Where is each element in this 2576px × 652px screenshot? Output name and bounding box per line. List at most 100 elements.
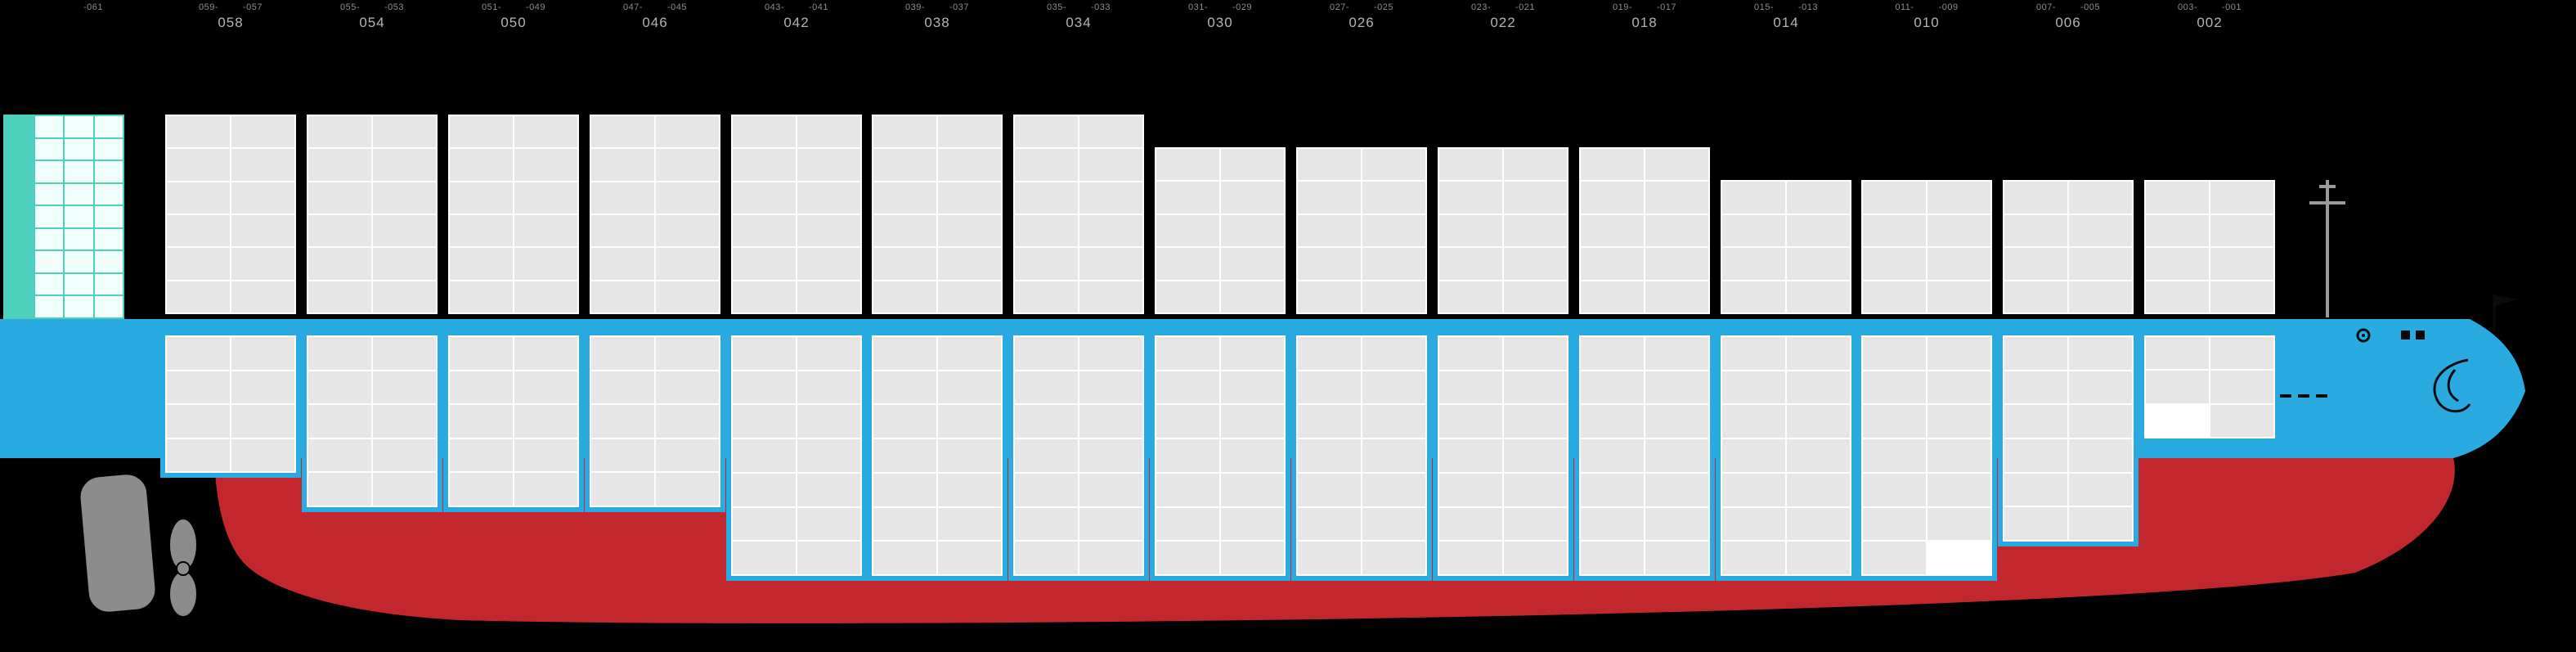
bay-number: 026 — [1349, 15, 1375, 30]
casing-cell — [65, 206, 93, 227]
container-cell — [1298, 405, 1361, 438]
above-deck-stack-038[interactable] — [872, 115, 1003, 314]
above-deck-stack-002[interactable] — [2144, 180, 2275, 314]
container-cell — [1504, 473, 1567, 506]
container-cell — [1079, 337, 1142, 370]
above-deck-stack-054[interactable] — [307, 115, 438, 314]
container-cell — [1015, 214, 1078, 247]
container-cell — [167, 182, 230, 214]
container-cell — [2146, 404, 2209, 437]
container-cell — [1787, 473, 1850, 506]
casing-cell — [34, 251, 63, 272]
propeller-blade-lower — [168, 570, 198, 618]
container-cell — [1504, 214, 1567, 247]
above-deck-stack-034[interactable] — [1013, 115, 1144, 314]
container-cell — [733, 149, 796, 181]
container-cell — [1156, 149, 1219, 181]
container-cell — [167, 337, 230, 370]
container-cell — [2146, 281, 2209, 313]
container-cell — [1645, 439, 1708, 472]
container-cell — [373, 473, 436, 506]
container-cell — [1079, 281, 1142, 313]
bay-labels-034: 035- -033 034 — [1008, 2, 1149, 31]
bay-labels-042: 043- -041 042 — [726, 2, 867, 31]
casing-cell — [65, 228, 93, 250]
below-deck-stack-010[interactable] — [1861, 335, 1992, 576]
below-deck-stack-042[interactable] — [731, 335, 862, 576]
casing-cell — [94, 206, 123, 227]
above-deck-stack-042[interactable] — [731, 115, 862, 314]
container-cell — [2004, 281, 2067, 313]
bay-odd-label-row: 027- -025 — [1291, 2, 1432, 12]
deckhouse-casing-grid — [3, 115, 124, 319]
container-cell — [797, 473, 860, 506]
container-cell — [308, 337, 371, 370]
above-deck-stack-050[interactable] — [448, 115, 579, 314]
below-deck-stack-046[interactable] — [590, 335, 720, 507]
below-deck-stack-018[interactable] — [1579, 335, 1710, 576]
container-cell — [1928, 182, 1990, 214]
container-cell — [1645, 214, 1708, 247]
container-cell — [2146, 248, 2209, 280]
container-cell — [1863, 182, 1926, 214]
bay-odd-label-row: 011- -009 — [1856, 2, 1997, 12]
bay-label-odd-061: -061 — [83, 2, 104, 12]
container-cell — [2004, 248, 2067, 280]
below-deck-stack-058[interactable] — [165, 335, 296, 473]
container-cell — [656, 281, 719, 313]
container-cell — [1928, 337, 1990, 370]
bay-label-odd-left: 059- — [198, 2, 218, 12]
container-cell — [591, 337, 654, 370]
bay-label-odd-left: 043- — [764, 2, 784, 12]
above-deck-stack-046[interactable] — [590, 115, 720, 314]
bay-label-odd-left: 051- — [481, 2, 501, 12]
above-deck-stack-018[interactable] — [1579, 147, 1710, 314]
container-cell — [2146, 182, 2209, 214]
container-cell — [1504, 182, 1567, 214]
below-deck-stack-054[interactable] — [307, 335, 438, 507]
above-deck-stack-014[interactable] — [1721, 180, 1851, 314]
below-deck-stack-050[interactable] — [448, 335, 579, 507]
casing-cell — [94, 251, 123, 272]
above-deck-stack-006[interactable] — [2003, 180, 2134, 314]
container-cell — [1504, 248, 1567, 280]
container-cell — [797, 405, 860, 438]
container-cell — [1504, 507, 1567, 541]
casing-cell — [34, 206, 63, 227]
container-cell — [1156, 337, 1219, 370]
bay-odd-label-row: 039- -037 — [867, 2, 1008, 12]
below-deck-stack-014[interactable] — [1721, 335, 1851, 576]
bay-odd-label-row: 023- -021 — [1433, 2, 1573, 12]
below-deck-stack-026[interactable] — [1296, 335, 1427, 576]
container-cell — [1645, 507, 1708, 541]
container-cell — [2004, 371, 2067, 404]
bay-label-odd-right: -049 — [526, 2, 546, 12]
container-cell — [1362, 182, 1425, 214]
below-deck-stack-006[interactable] — [2003, 335, 2134, 542]
bay-labels-010: 011- -009 010 — [1856, 2, 1997, 31]
below-deck-stack-022[interactable] — [1438, 335, 1568, 576]
container-cell — [1722, 371, 1785, 404]
above-deck-stack-030[interactable] — [1155, 147, 1286, 314]
below-deck-stack-034[interactable] — [1013, 335, 1144, 576]
above-deck-stack-010[interactable] — [1861, 180, 1992, 314]
container-cell — [1298, 507, 1361, 541]
container-cell — [1722, 439, 1785, 472]
container-cell — [1581, 281, 1644, 313]
below-deck-stack-030[interactable] — [1155, 335, 1286, 576]
container-cell — [308, 473, 371, 506]
container-cell — [1156, 439, 1219, 472]
container-cell — [938, 405, 1001, 438]
bay-label-odd-left: 027- — [1329, 2, 1349, 12]
above-deck-stack-058[interactable] — [165, 115, 296, 314]
bay-labels-018: 019- -017 018 — [1574, 2, 1715, 31]
container-cell — [450, 182, 513, 214]
below-deck-stack-002[interactable] — [2144, 335, 2275, 438]
below-deck-stack-038[interactable] — [872, 335, 1003, 576]
container-cell — [1645, 281, 1708, 313]
container-cell — [1863, 248, 1926, 280]
container-cell — [656, 182, 719, 214]
above-deck-stack-022[interactable] — [1438, 147, 1568, 314]
container-cell — [167, 149, 230, 181]
above-deck-stack-026[interactable] — [1296, 147, 1427, 314]
